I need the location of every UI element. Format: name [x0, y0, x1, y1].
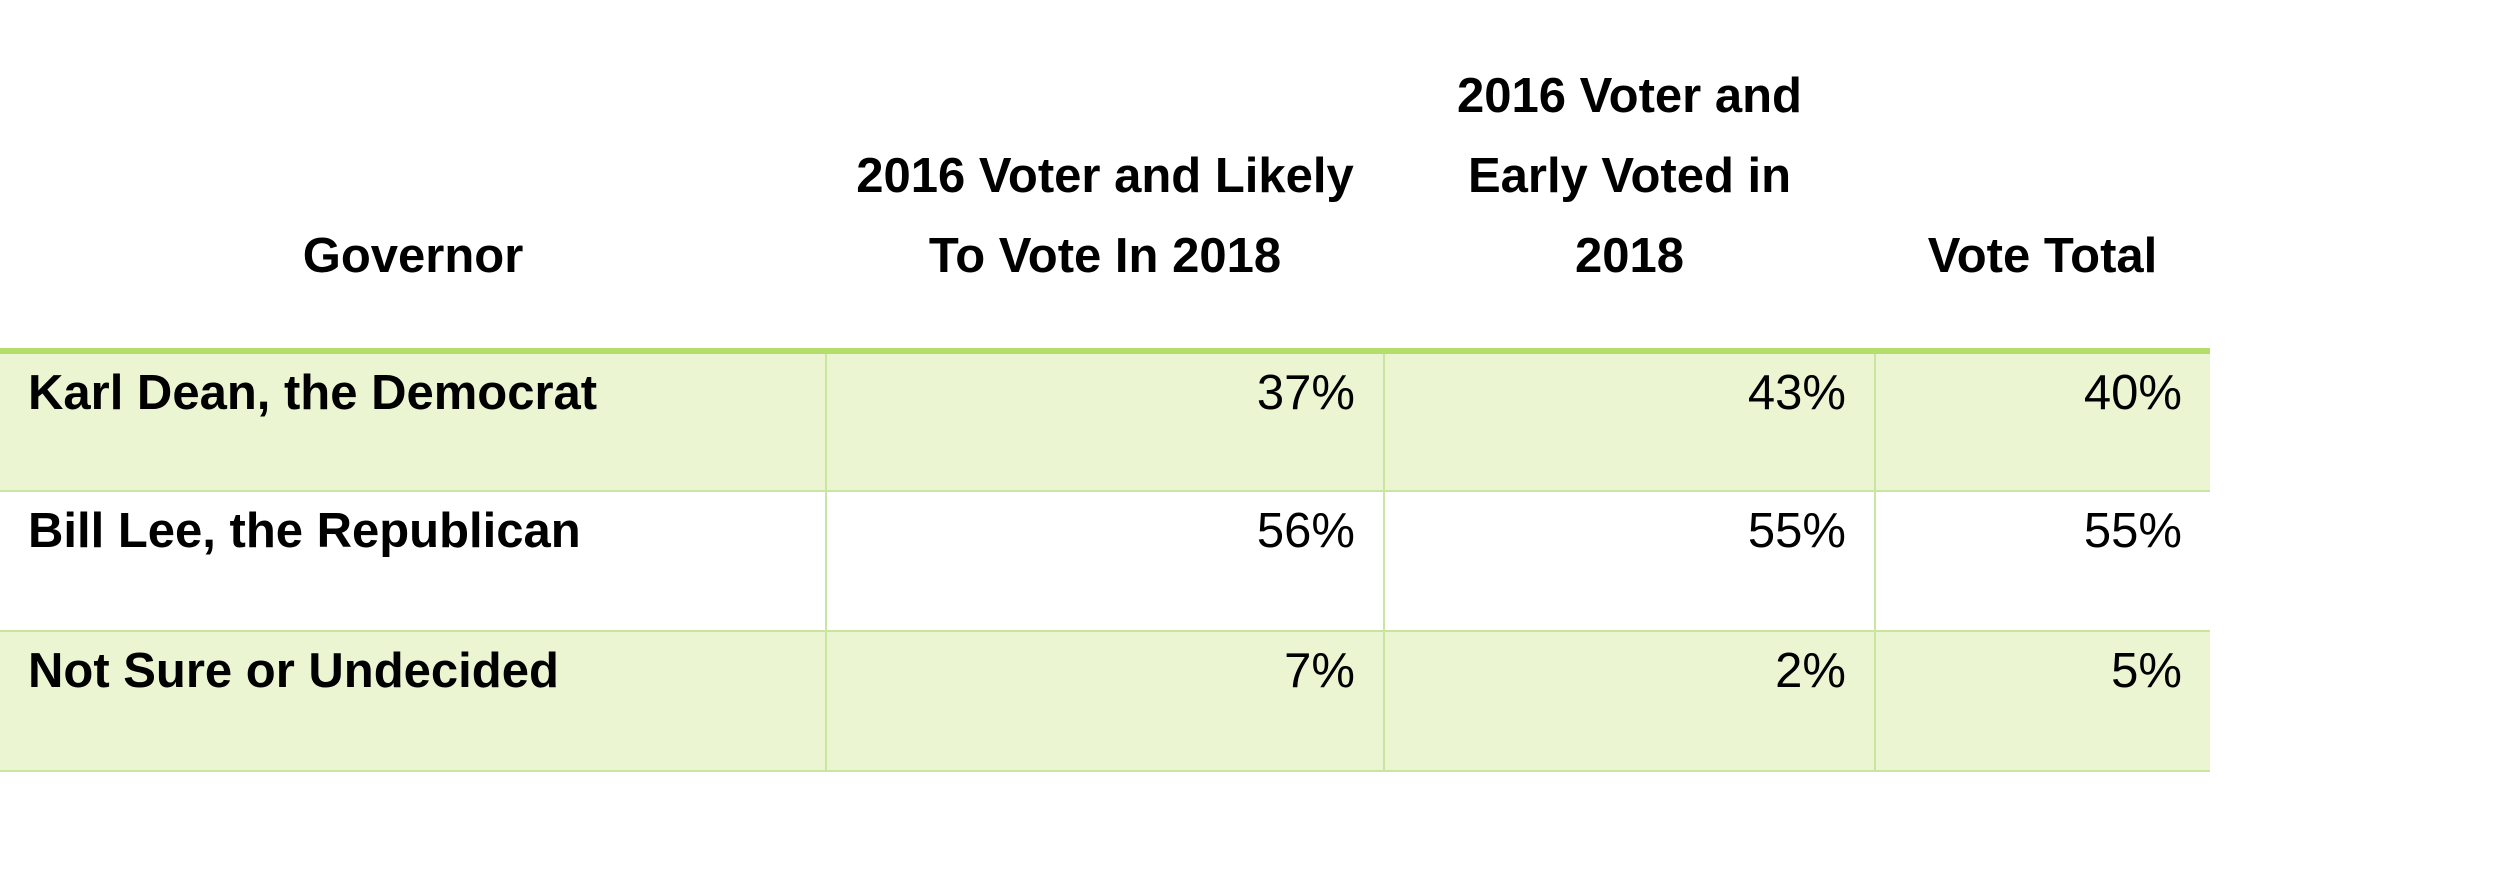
header-line: To Vote In 2018: [928, 229, 1282, 283]
cell-vote-total: 55%: [1874, 491, 2210, 632]
table-row: Bill Lee, the Republican 56% 55% 55%: [0, 491, 2210, 632]
table-row: Karl Dean, the Democrat 37% 43% 40%: [0, 351, 2210, 492]
cell-early-voted: 2%: [1383, 631, 1875, 772]
cell-early-voted: 55%: [1383, 491, 1875, 632]
row-label: Not Sure or Undecided: [0, 631, 826, 772]
cell-likely-voters: 7%: [825, 631, 1384, 772]
header-line: Governor: [302, 229, 524, 283]
header-line: 2016 Voter and Likely: [856, 149, 1354, 203]
table-body: Karl Dean, the Democrat 37% 43% 40% Bill…: [0, 351, 2210, 772]
header-vote-total: Vote Total: [1875, 0, 2210, 354]
header-line: 2018: [1574, 229, 1684, 283]
header-governor: Governor: [0, 0, 826, 354]
results-table: Governor 2016 Voter and Likely To Vote I…: [0, 0, 2210, 772]
cell-vote-total: 40%: [1874, 351, 2210, 492]
header-row: Governor 2016 Voter and Likely To Vote I…: [0, 0, 2210, 354]
header-line: 2016 Voter and: [1457, 69, 1802, 123]
header-line: Vote Total: [1927, 229, 2158, 283]
header-line: Early Voted in: [1467, 149, 1792, 203]
row-label: Karl Dean, the Democrat: [0, 351, 826, 492]
cell-early-voted: 43%: [1383, 351, 1875, 492]
header-likely-voters: 2016 Voter and Likely To Vote In 2018: [826, 0, 1384, 354]
cell-vote-total: 5%: [1874, 631, 2210, 772]
cell-likely-voters: 37%: [825, 351, 1384, 492]
row-label: Bill Lee, the Republican: [0, 491, 826, 632]
table-row: Not Sure or Undecided 7% 2% 5%: [0, 631, 2210, 772]
table-header: Governor 2016 Voter and Likely To Vote I…: [0, 0, 2210, 354]
header-early-voted: 2016 Voter and Early Voted in 2018: [1384, 0, 1875, 354]
cell-likely-voters: 56%: [825, 491, 1384, 632]
